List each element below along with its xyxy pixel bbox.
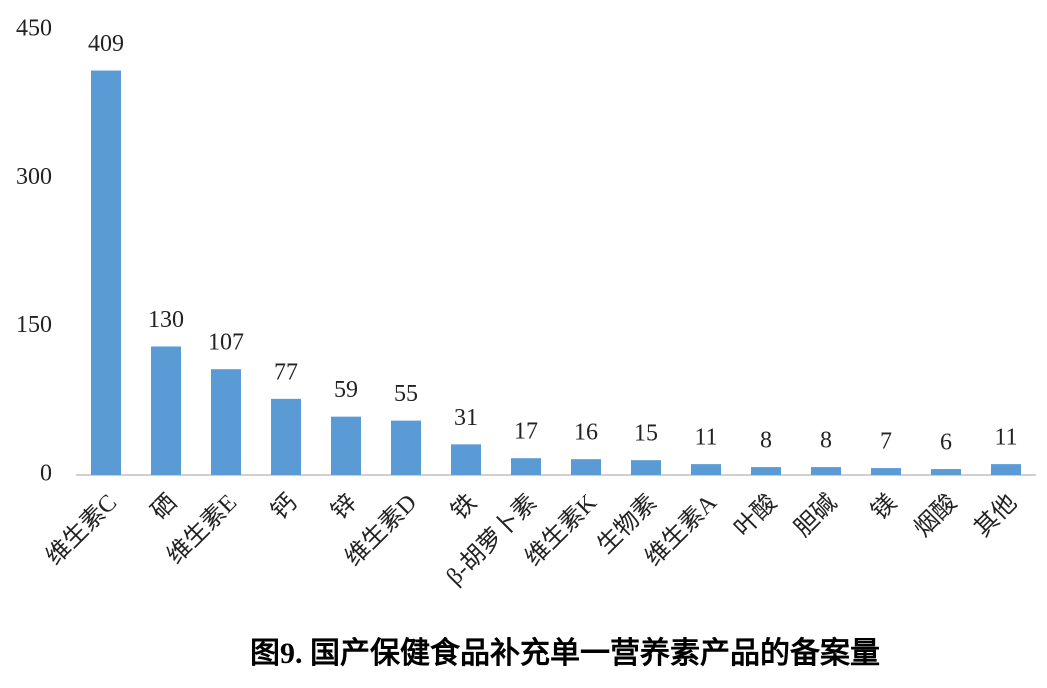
value-label: 8 bbox=[760, 428, 772, 454]
value-label: 55 bbox=[394, 381, 418, 407]
value-label: 130 bbox=[148, 307, 184, 333]
value-label: 16 bbox=[574, 420, 598, 446]
value-label: 17 bbox=[514, 419, 538, 445]
y-tick-label: 0 bbox=[40, 461, 52, 487]
value-label: 7 bbox=[880, 429, 892, 455]
bar bbox=[511, 458, 541, 475]
value-label: 59 bbox=[334, 377, 358, 403]
bar bbox=[571, 459, 601, 475]
bar bbox=[751, 467, 781, 475]
bar bbox=[91, 70, 121, 476]
value-label: 107 bbox=[208, 330, 244, 356]
bar bbox=[391, 420, 421, 475]
bar bbox=[151, 346, 181, 475]
bar bbox=[331, 416, 361, 475]
value-label: 8 bbox=[820, 428, 832, 454]
bar bbox=[931, 469, 961, 475]
bar bbox=[451, 444, 481, 475]
y-tick-label: 300 bbox=[16, 164, 52, 190]
bar bbox=[871, 468, 901, 475]
y-tick-label: 450 bbox=[16, 16, 52, 42]
bar bbox=[631, 460, 661, 475]
bar bbox=[991, 464, 1021, 475]
value-label: 77 bbox=[274, 359, 298, 385]
value-label: 31 bbox=[454, 405, 478, 431]
bar bbox=[811, 467, 841, 475]
value-label: 409 bbox=[88, 31, 124, 57]
value-label: 11 bbox=[694, 425, 717, 451]
bar bbox=[691, 464, 721, 475]
y-tick-label: 150 bbox=[16, 312, 52, 338]
bar bbox=[211, 369, 241, 475]
value-label: 11 bbox=[994, 425, 1017, 451]
value-label: 15 bbox=[634, 421, 658, 447]
bar bbox=[271, 398, 301, 475]
value-label: 6 bbox=[940, 430, 952, 456]
chart-title: 图9. 国产保健食品补充单一营养素产品的备案量 bbox=[250, 636, 880, 670]
